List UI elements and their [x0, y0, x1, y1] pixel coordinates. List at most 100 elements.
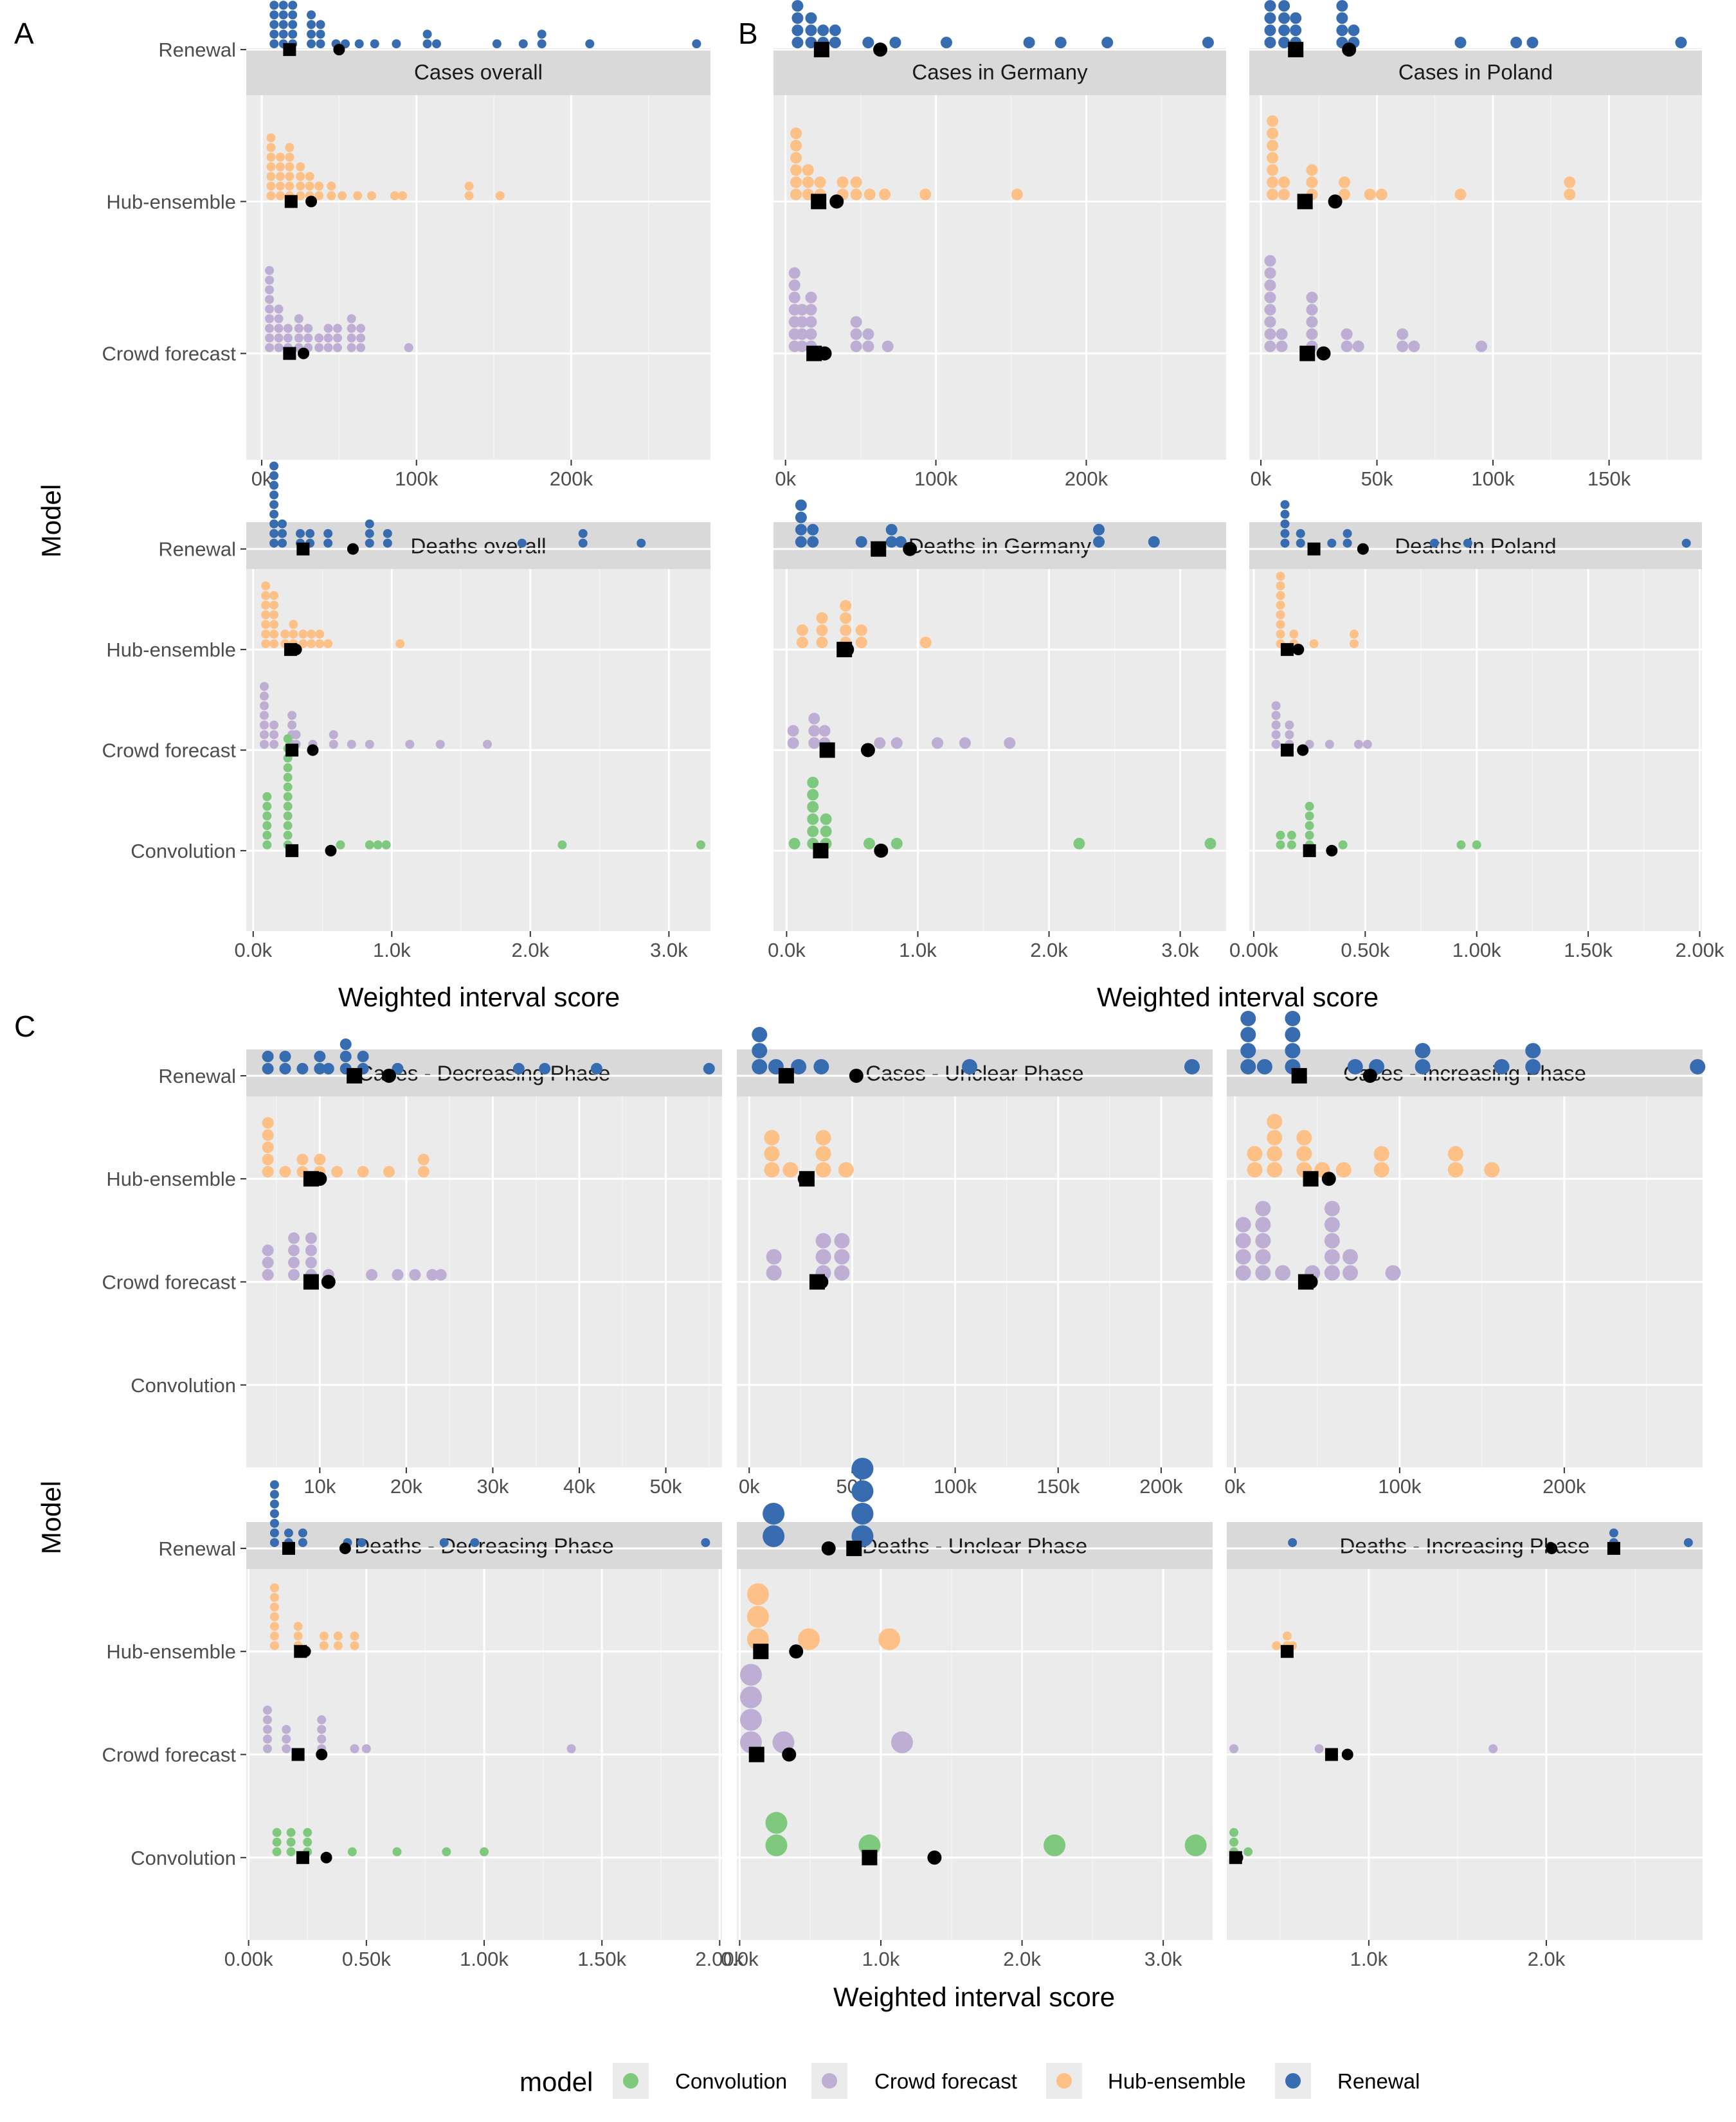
x-tick-label: 200k — [550, 467, 593, 490]
data-point-crowd-forecast — [317, 1734, 327, 1744]
data-point-renewal — [752, 1058, 768, 1075]
data-point-renewal — [701, 1537, 710, 1547]
data-point-convolution — [283, 801, 293, 811]
data-point-hub-ensemble — [1267, 140, 1279, 152]
data-point-renewal — [278, 30, 288, 39]
x-tick-label: 10k — [303, 1475, 336, 1498]
data-point-renewal — [518, 39, 528, 49]
x-tick-label: 100k — [934, 1475, 977, 1498]
data-point-crowd-forecast — [1285, 720, 1294, 730]
data-point-renewal — [383, 538, 392, 548]
data-point-hub-ensemble — [1306, 176, 1318, 188]
y-tick-label-hub-ensemble: Hub-ensemble — [106, 190, 236, 213]
data-point-hub-ensemble — [878, 1628, 901, 1651]
data-point-hub-ensemble — [315, 639, 325, 649]
data-point-hub-ensemble — [1267, 1130, 1283, 1146]
data-point-hub-ensemble — [314, 181, 324, 191]
data-point-crowd-forecast — [805, 316, 817, 328]
data-point-crowd-forecast — [808, 712, 820, 725]
data-point-crowd-forecast — [850, 316, 862, 328]
data-point-renewal — [269, 490, 279, 500]
data-point-hub-ensemble — [1364, 188, 1376, 201]
panel-title: Deaths in Poland — [1395, 534, 1556, 558]
data-point-hub-ensemble — [1267, 127, 1279, 140]
data-point-hub-ensemble — [1267, 164, 1279, 176]
data-point-crowd-forecast — [265, 333, 275, 343]
legend-key-convolution — [623, 2073, 638, 2089]
data-point-crowd-forecast — [265, 304, 275, 314]
data-point-crowd-forecast — [766, 1265, 782, 1281]
mean-marker-crowd-forecast — [782, 1747, 797, 1762]
data-point-crowd-forecast — [332, 323, 342, 333]
x-tick-label: 2.00k — [695, 1948, 744, 1970]
data-point-crowd-forecast — [269, 730, 279, 739]
data-point-crowd-forecast — [323, 343, 333, 352]
data-point-convolution — [696, 840, 705, 849]
data-point-hub-ensemble — [1296, 1130, 1312, 1146]
data-point-hub-ensemble — [919, 637, 932, 649]
data-point-crowd-forecast — [1324, 1233, 1340, 1249]
mean-marker-crowd-forecast — [316, 1748, 328, 1761]
data-point-hub-ensemble — [879, 188, 891, 201]
panel-cases-in-poland: Cases in Poland 0k 50k 100k 150k — [1249, 0, 1702, 490]
data-point-crowd-forecast — [1271, 739, 1281, 749]
x-tick-label: 50k — [1361, 467, 1393, 490]
data-point-hub-ensemble — [275, 191, 285, 201]
data-point-renewal — [1285, 1010, 1301, 1026]
x-tick-label: 2.0k — [512, 939, 550, 961]
median-marker-renewal — [347, 1067, 363, 1084]
data-point-crowd-forecast — [1271, 730, 1281, 739]
data-point-renewal — [422, 39, 432, 49]
data-point-convolution — [1305, 811, 1314, 821]
panel-strip — [1249, 522, 1702, 569]
data-point-hub-ensemble — [261, 639, 271, 649]
data-point-convolution — [272, 1827, 282, 1837]
data-point-hub-ensemble — [796, 637, 808, 649]
panel-deaths-decreasing-phase: Deaths - Decreasing Phase 0.00k 0.50k 1.00k… — [102, 1480, 745, 1970]
data-point-crowd-forecast — [329, 730, 338, 739]
data-point-hub-ensemble — [764, 1130, 780, 1146]
data-point-renewal — [1240, 1010, 1256, 1026]
data-point-renewal — [296, 1062, 309, 1075]
mean-marker-hub-ensemble — [1328, 194, 1343, 209]
data-point-hub-ensemble — [1306, 164, 1318, 176]
data-point-renewal — [1348, 24, 1360, 37]
median-marker-crowd-forecast — [748, 1746, 764, 1763]
data-point-crowd-forecast — [1255, 1217, 1271, 1233]
data-point-renewal — [1280, 500, 1290, 509]
data-point-renewal — [1494, 1058, 1510, 1075]
x-tick-label: 0.0k — [768, 939, 806, 961]
panel-title: Deaths - Unclear Phase — [862, 1534, 1087, 1558]
data-point-crowd-forecast — [260, 711, 269, 720]
data-point-renewal — [889, 37, 901, 49]
x-tick-label: 1.0k — [373, 939, 411, 961]
data-point-crowd-forecast — [287, 720, 297, 730]
data-point-crowd-forecast — [1314, 1744, 1324, 1754]
data-point-hub-ensemble — [262, 1117, 274, 1129]
median-marker-convolution — [285, 844, 299, 857]
data-point-renewal — [316, 20, 325, 30]
data-point-crowd-forecast — [1276, 328, 1288, 340]
data-point-renewal — [537, 39, 547, 49]
data-point-hub-ensemble — [266, 152, 276, 162]
x-tick-label: 0k — [775, 467, 796, 490]
data-point-crowd-forecast — [1324, 1217, 1340, 1233]
median-marker-crowd-forecast — [283, 347, 296, 360]
data-point-hub-ensemble — [1267, 115, 1279, 127]
data-point-hub-ensemble — [1296, 1146, 1312, 1162]
data-point-crowd-forecast — [1235, 1217, 1251, 1233]
data-point-hub-ensemble — [261, 630, 271, 639]
median-marker-renewal — [282, 1541, 295, 1555]
data-point-crowd-forecast — [409, 1269, 421, 1281]
data-point-crowd-forecast — [1271, 711, 1281, 720]
data-point-renewal — [1343, 529, 1352, 538]
data-point-convolution — [381, 840, 391, 849]
x-tick-label: 200k — [1542, 1475, 1586, 1498]
mean-marker-renewal — [1342, 42, 1357, 57]
data-point-renewal — [1240, 1042, 1256, 1058]
data-point-hub-ensemble — [764, 1162, 780, 1178]
data-point-crowd-forecast — [435, 739, 445, 749]
panel-deaths-in-germany: Deaths in Germany 0.0k 1.0k 2.0k 3.0k — [768, 499, 1226, 961]
panel-deaths-unclear-phase: Deaths - Unclear Phase 0.0k 1.0k 2.0k 3.0k — [721, 1457, 1213, 1970]
